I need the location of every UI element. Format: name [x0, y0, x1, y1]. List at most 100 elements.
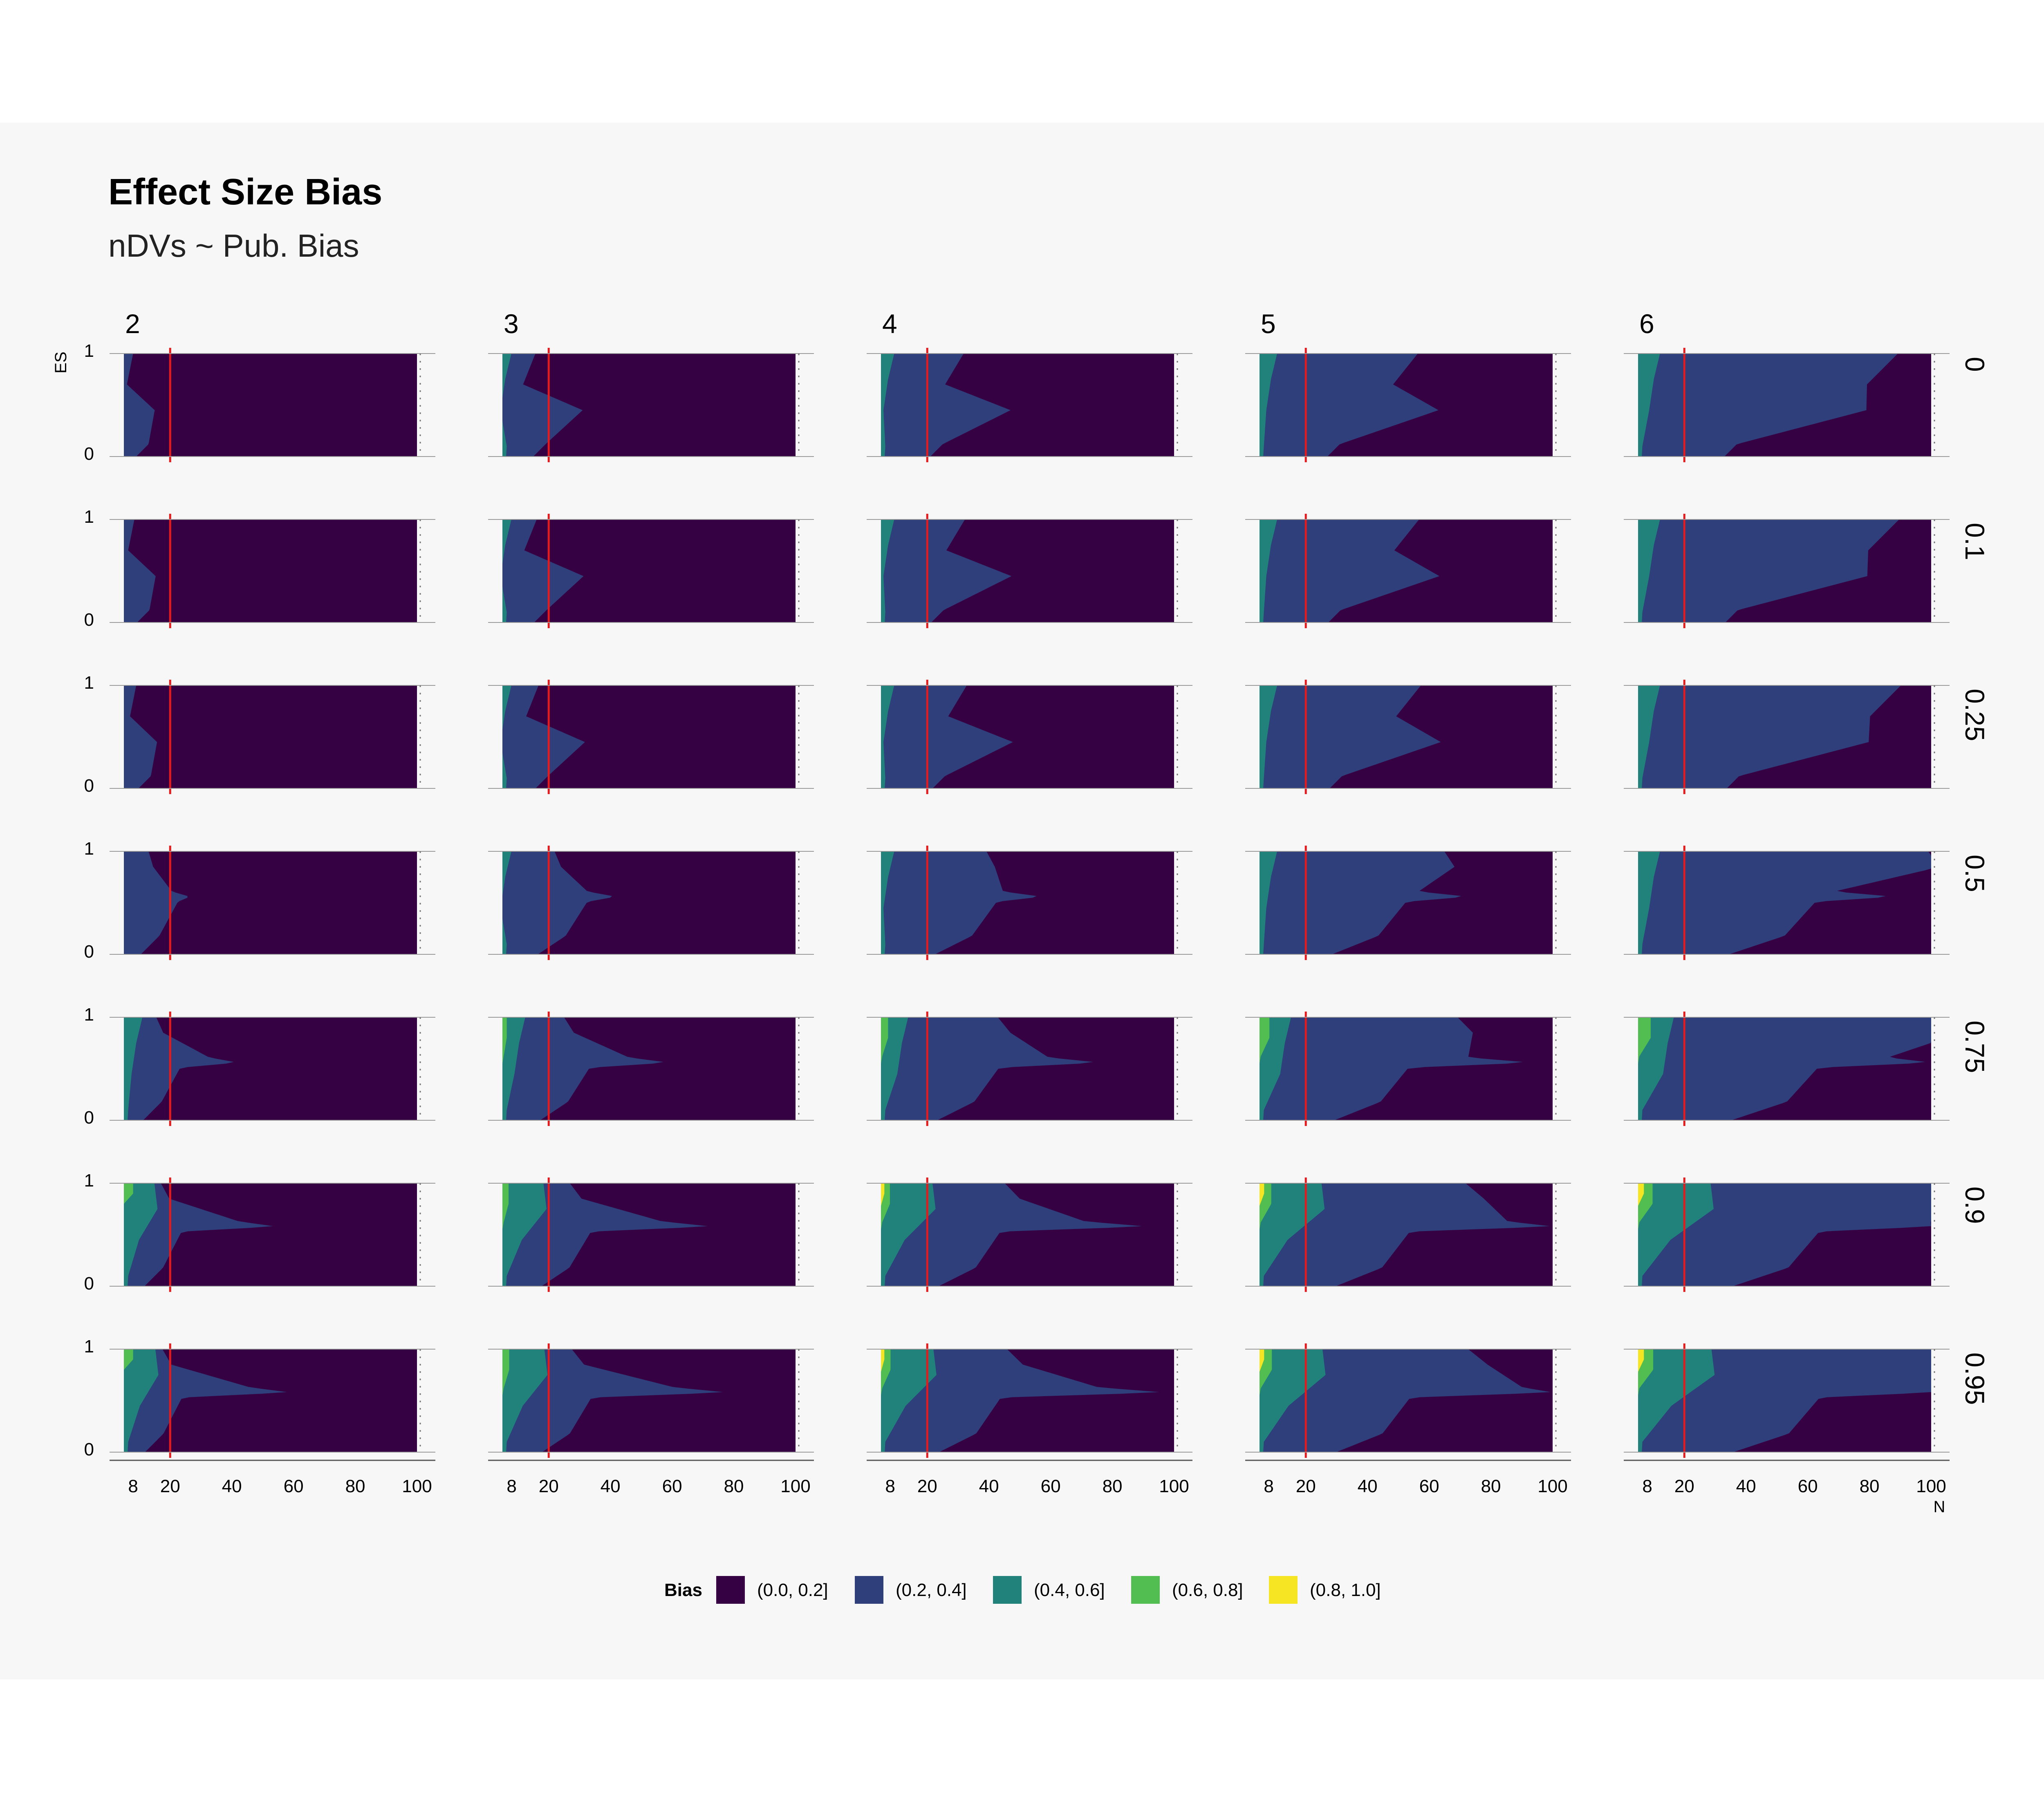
- y-axis-title: ES: [52, 351, 70, 373]
- facet-panel: [488, 348, 814, 462]
- legend-swatch: [993, 1576, 1022, 1604]
- contour-region: [1638, 1349, 1644, 1372]
- facet-panel: 10: [84, 1005, 435, 1128]
- contour-region: [124, 1017, 234, 1120]
- contour-region: [1260, 1017, 1523, 1120]
- legend: Bias (0.0, 0.2] (0.2, 0.4] (0.4, 0.6] (0.6, …: [664, 1576, 1381, 1604]
- x-tick-label: 80: [1860, 1476, 1880, 1496]
- facet-panel: [1245, 348, 1571, 462]
- y-tick-label: 0: [84, 1108, 94, 1128]
- facet-panel: 10: [84, 673, 435, 796]
- legend-swatch: [855, 1576, 883, 1604]
- y-tick-label: 0: [84, 1274, 94, 1294]
- contour-region: [881, 1017, 888, 1064]
- contour-region: [502, 851, 612, 954]
- contour-region: [502, 354, 583, 457]
- contour-region: [881, 685, 1013, 788]
- y-tick-label: 1: [84, 1005, 94, 1025]
- facet-row-label: 0.75: [1960, 1021, 1990, 1073]
- contour-region: [1638, 685, 1901, 788]
- y-tick-label: 0: [84, 444, 94, 464]
- x-tick-label: 40: [1358, 1476, 1378, 1496]
- contour-region: [124, 851, 188, 954]
- contour-region: [1638, 1183, 1644, 1206]
- contour-region: [881, 354, 1011, 457]
- contour-region: [502, 1349, 723, 1452]
- contour-region: [1638, 851, 1660, 954]
- contour-region: [1260, 1017, 1291, 1120]
- x-tick-label: 40: [979, 1476, 999, 1496]
- legend-swatch: [1131, 1576, 1160, 1604]
- legend-swatch: [716, 1576, 745, 1604]
- contour-region: [124, 1349, 133, 1370]
- facet-panel: [1245, 514, 1571, 628]
- contour-region: [124, 519, 156, 622]
- contour-region: [1260, 1183, 1550, 1286]
- contour-region: [881, 1183, 936, 1286]
- x-tick-label: 100: [780, 1476, 810, 1496]
- contour-region: [502, 1017, 525, 1120]
- x-tick-label: 60: [662, 1476, 682, 1496]
- facet-panel: [1245, 1012, 1571, 1126]
- contour-region: [1638, 1017, 1651, 1064]
- x-tick-label: 80: [345, 1476, 365, 1496]
- contour-region: [881, 1349, 1159, 1452]
- facet-row-label: 0.1: [1960, 523, 1990, 560]
- contour-region: [502, 685, 511, 788]
- contour-region: [881, 1017, 1094, 1120]
- contour-region: [881, 1349, 885, 1372]
- contour-region: [502, 685, 585, 788]
- contour-region: [502, 1017, 663, 1120]
- x-tick-label: 100: [1916, 1476, 1946, 1496]
- contour-region: [1638, 519, 1660, 622]
- facet-panel: 0.75: [1624, 1012, 1990, 1126]
- legend-label: (0.6, 0.8]: [1172, 1580, 1243, 1600]
- facet-row-label: 0.25: [1960, 689, 1990, 741]
- contour-region: [1260, 1183, 1264, 1206]
- facet-panel: 10: [84, 839, 435, 962]
- contour-region: [502, 1183, 708, 1286]
- contour-region: [124, 1183, 133, 1204]
- contour-region: [1638, 354, 1660, 457]
- legend-swatch: [1269, 1576, 1298, 1604]
- facet-panel: 0.95: [1624, 1343, 1990, 1458]
- x-tick-label: 20: [539, 1476, 559, 1496]
- x-tick-label: 60: [1798, 1476, 1818, 1496]
- contour-region: [881, 1017, 908, 1120]
- contour-region: [1638, 1349, 1715, 1452]
- contour-region: [124, 685, 157, 788]
- x-axis-title: N: [1934, 1498, 1945, 1516]
- facet-row-label: 0.9: [1960, 1186, 1990, 1224]
- legend-label: (0.8, 1.0]: [1310, 1580, 1381, 1600]
- legend-label: (0.2, 0.4]: [896, 1580, 967, 1600]
- contour-region: [1638, 1017, 1931, 1120]
- contour-region: [124, 1183, 273, 1286]
- contour-region: [124, 1349, 159, 1452]
- facet-panel: [488, 514, 814, 628]
- facet-panel: 0.5: [1624, 846, 1990, 960]
- x-tick-label: 20: [1296, 1476, 1316, 1496]
- facet-panel: [488, 680, 814, 794]
- facet-panel: 0: [1624, 348, 1990, 462]
- y-tick-label: 1: [84, 673, 94, 693]
- facet-panel: 0.1: [1624, 514, 1990, 628]
- contour-region: [881, 1183, 885, 1206]
- x-tick-label: 40: [222, 1476, 242, 1496]
- x-tick-label: 8: [507, 1476, 516, 1496]
- contour-region: [502, 519, 584, 622]
- contour-region: [1260, 519, 1439, 622]
- x-tick-label: 20: [1674, 1476, 1694, 1496]
- facet-panel: [488, 1343, 814, 1458]
- x-tick-label: 80: [724, 1476, 744, 1496]
- y-tick-label: 0: [84, 610, 94, 630]
- contour-region: [881, 1183, 1142, 1286]
- contour-region: [502, 1183, 509, 1230]
- facet-panel: [867, 1343, 1192, 1458]
- facet-row-label: 0.5: [1960, 855, 1990, 892]
- facet-row-label: 0.95: [1960, 1352, 1990, 1405]
- facet-column-label: 5: [1261, 309, 1276, 339]
- contour-region: [881, 851, 894, 954]
- contour-region: [124, 1349, 287, 1452]
- x-tick-label: 8: [128, 1476, 138, 1496]
